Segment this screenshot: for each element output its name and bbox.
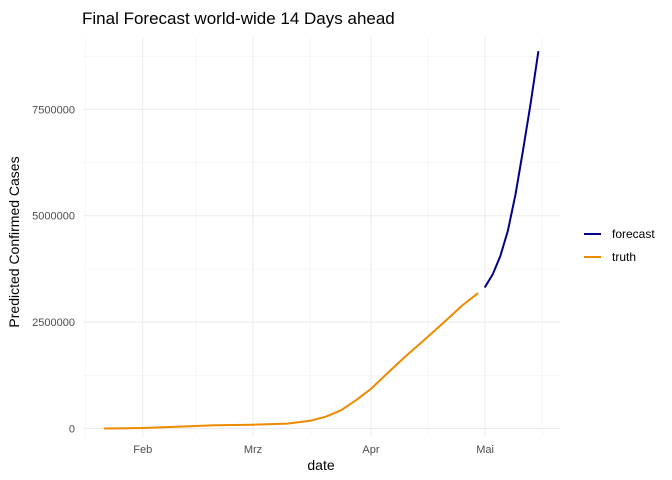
- y-axis-title: Predicted Confirmed Cases: [6, 156, 22, 327]
- y-tick-label: 7500000: [32, 104, 75, 116]
- legend-label-truth: truth: [612, 250, 636, 264]
- series-line-forecast: [484, 50, 540, 288]
- x-tick-label: Mrz: [244, 444, 262, 456]
- y-axis-ticks: 0 2500000 5000000 7500000: [32, 104, 75, 435]
- x-axis-ticks: Feb Mrz Apr Mai: [133, 444, 494, 456]
- x-tick-label: Mai: [476, 444, 494, 456]
- x-axis-title: date: [307, 457, 334, 473]
- chart-title: Final Forecast world-wide 14 Days ahead: [82, 9, 395, 28]
- x-tick-label: Feb: [133, 444, 152, 456]
- series-lines: [103, 50, 540, 430]
- y-tick-label: 2500000: [32, 317, 75, 329]
- y-tick-label: 5000000: [32, 211, 75, 223]
- y-tick-label: 0: [69, 423, 75, 435]
- legend-label-forecast: forecast: [612, 227, 655, 241]
- series-line-truth: [103, 292, 479, 430]
- legend: forecast truth: [584, 227, 655, 264]
- x-tick-label: Apr: [362, 444, 379, 456]
- grid: [83, 37, 560, 437]
